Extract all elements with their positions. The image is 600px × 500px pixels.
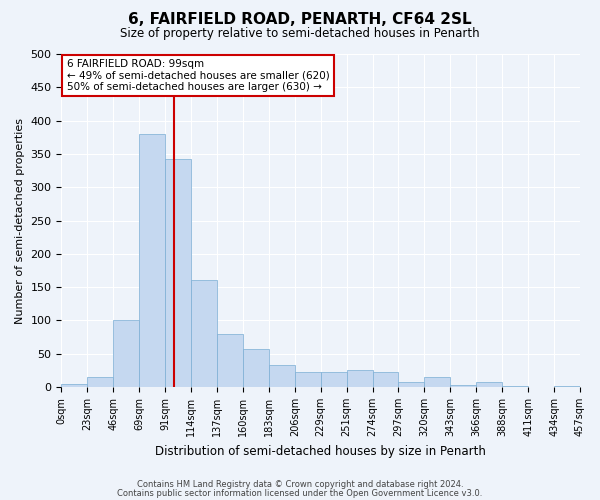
Bar: [295, 372, 321, 387]
Bar: [191, 280, 217, 387]
Bar: [217, 334, 243, 387]
Bar: [165, 158, 191, 387]
Bar: [347, 370, 373, 387]
Bar: [88, 377, 113, 387]
Bar: [139, 134, 165, 387]
Bar: [321, 372, 347, 387]
Text: Contains HM Land Registry data © Crown copyright and database right 2024.: Contains HM Land Registry data © Crown c…: [137, 480, 463, 489]
Text: Size of property relative to semi-detached houses in Penarth: Size of property relative to semi-detach…: [120, 28, 480, 40]
Bar: [451, 385, 476, 387]
Bar: [424, 377, 451, 387]
Bar: [398, 382, 424, 387]
Bar: [113, 320, 139, 387]
Text: 6, FAIRFIELD ROAD, PENARTH, CF64 2SL: 6, FAIRFIELD ROAD, PENARTH, CF64 2SL: [128, 12, 472, 28]
Bar: [243, 349, 269, 387]
Text: Contains public sector information licensed under the Open Government Licence v3: Contains public sector information licen…: [118, 488, 482, 498]
Text: 6 FAIRFIELD ROAD: 99sqm
← 49% of semi-detached houses are smaller (620)
50% of s: 6 FAIRFIELD ROAD: 99sqm ← 49% of semi-de…: [67, 59, 329, 92]
Bar: [269, 365, 295, 387]
X-axis label: Distribution of semi-detached houses by size in Penarth: Distribution of semi-detached houses by …: [155, 444, 486, 458]
Bar: [373, 372, 398, 387]
Bar: [502, 386, 528, 387]
Y-axis label: Number of semi-detached properties: Number of semi-detached properties: [15, 118, 25, 324]
Bar: [61, 384, 88, 387]
Bar: [476, 382, 502, 387]
Bar: [554, 386, 580, 387]
